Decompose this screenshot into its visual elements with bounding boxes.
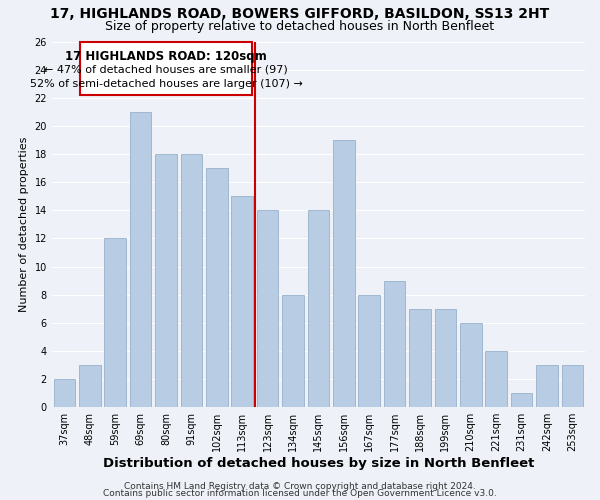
Bar <box>206 168 227 407</box>
Text: Contains public sector information licensed under the Open Government Licence v3: Contains public sector information licen… <box>103 489 497 498</box>
Bar <box>384 280 406 407</box>
Bar <box>53 379 75 407</box>
Bar <box>79 365 101 407</box>
Y-axis label: Number of detached properties: Number of detached properties <box>19 136 29 312</box>
Bar <box>155 154 177 407</box>
Text: 17 HIGHLANDS ROAD: 120sqm: 17 HIGHLANDS ROAD: 120sqm <box>65 50 267 63</box>
Bar <box>232 196 253 407</box>
Bar <box>409 308 431 407</box>
Text: 17, HIGHLANDS ROAD, BOWERS GIFFORD, BASILDON, SS13 2HT: 17, HIGHLANDS ROAD, BOWERS GIFFORD, BASI… <box>50 8 550 22</box>
Bar <box>333 140 355 407</box>
Bar <box>181 154 202 407</box>
X-axis label: Distribution of detached houses by size in North Benfleet: Distribution of detached houses by size … <box>103 457 534 470</box>
Bar <box>485 351 507 407</box>
Bar <box>257 210 278 407</box>
Text: ← 47% of detached houses are smaller (97): ← 47% of detached houses are smaller (97… <box>44 64 288 74</box>
Bar <box>536 365 558 407</box>
Bar <box>130 112 151 407</box>
FancyBboxPatch shape <box>80 42 253 95</box>
Bar <box>511 393 532 407</box>
Bar <box>358 294 380 407</box>
Bar <box>308 210 329 407</box>
Bar <box>460 323 482 407</box>
Bar <box>282 294 304 407</box>
Text: 52% of semi-detached houses are larger (107) →: 52% of semi-detached houses are larger (… <box>29 80 302 90</box>
Text: Size of property relative to detached houses in North Benfleet: Size of property relative to detached ho… <box>106 20 494 33</box>
Bar <box>434 308 456 407</box>
Text: Contains HM Land Registry data © Crown copyright and database right 2024.: Contains HM Land Registry data © Crown c… <box>124 482 476 491</box>
Bar <box>104 238 126 407</box>
Bar <box>562 365 583 407</box>
